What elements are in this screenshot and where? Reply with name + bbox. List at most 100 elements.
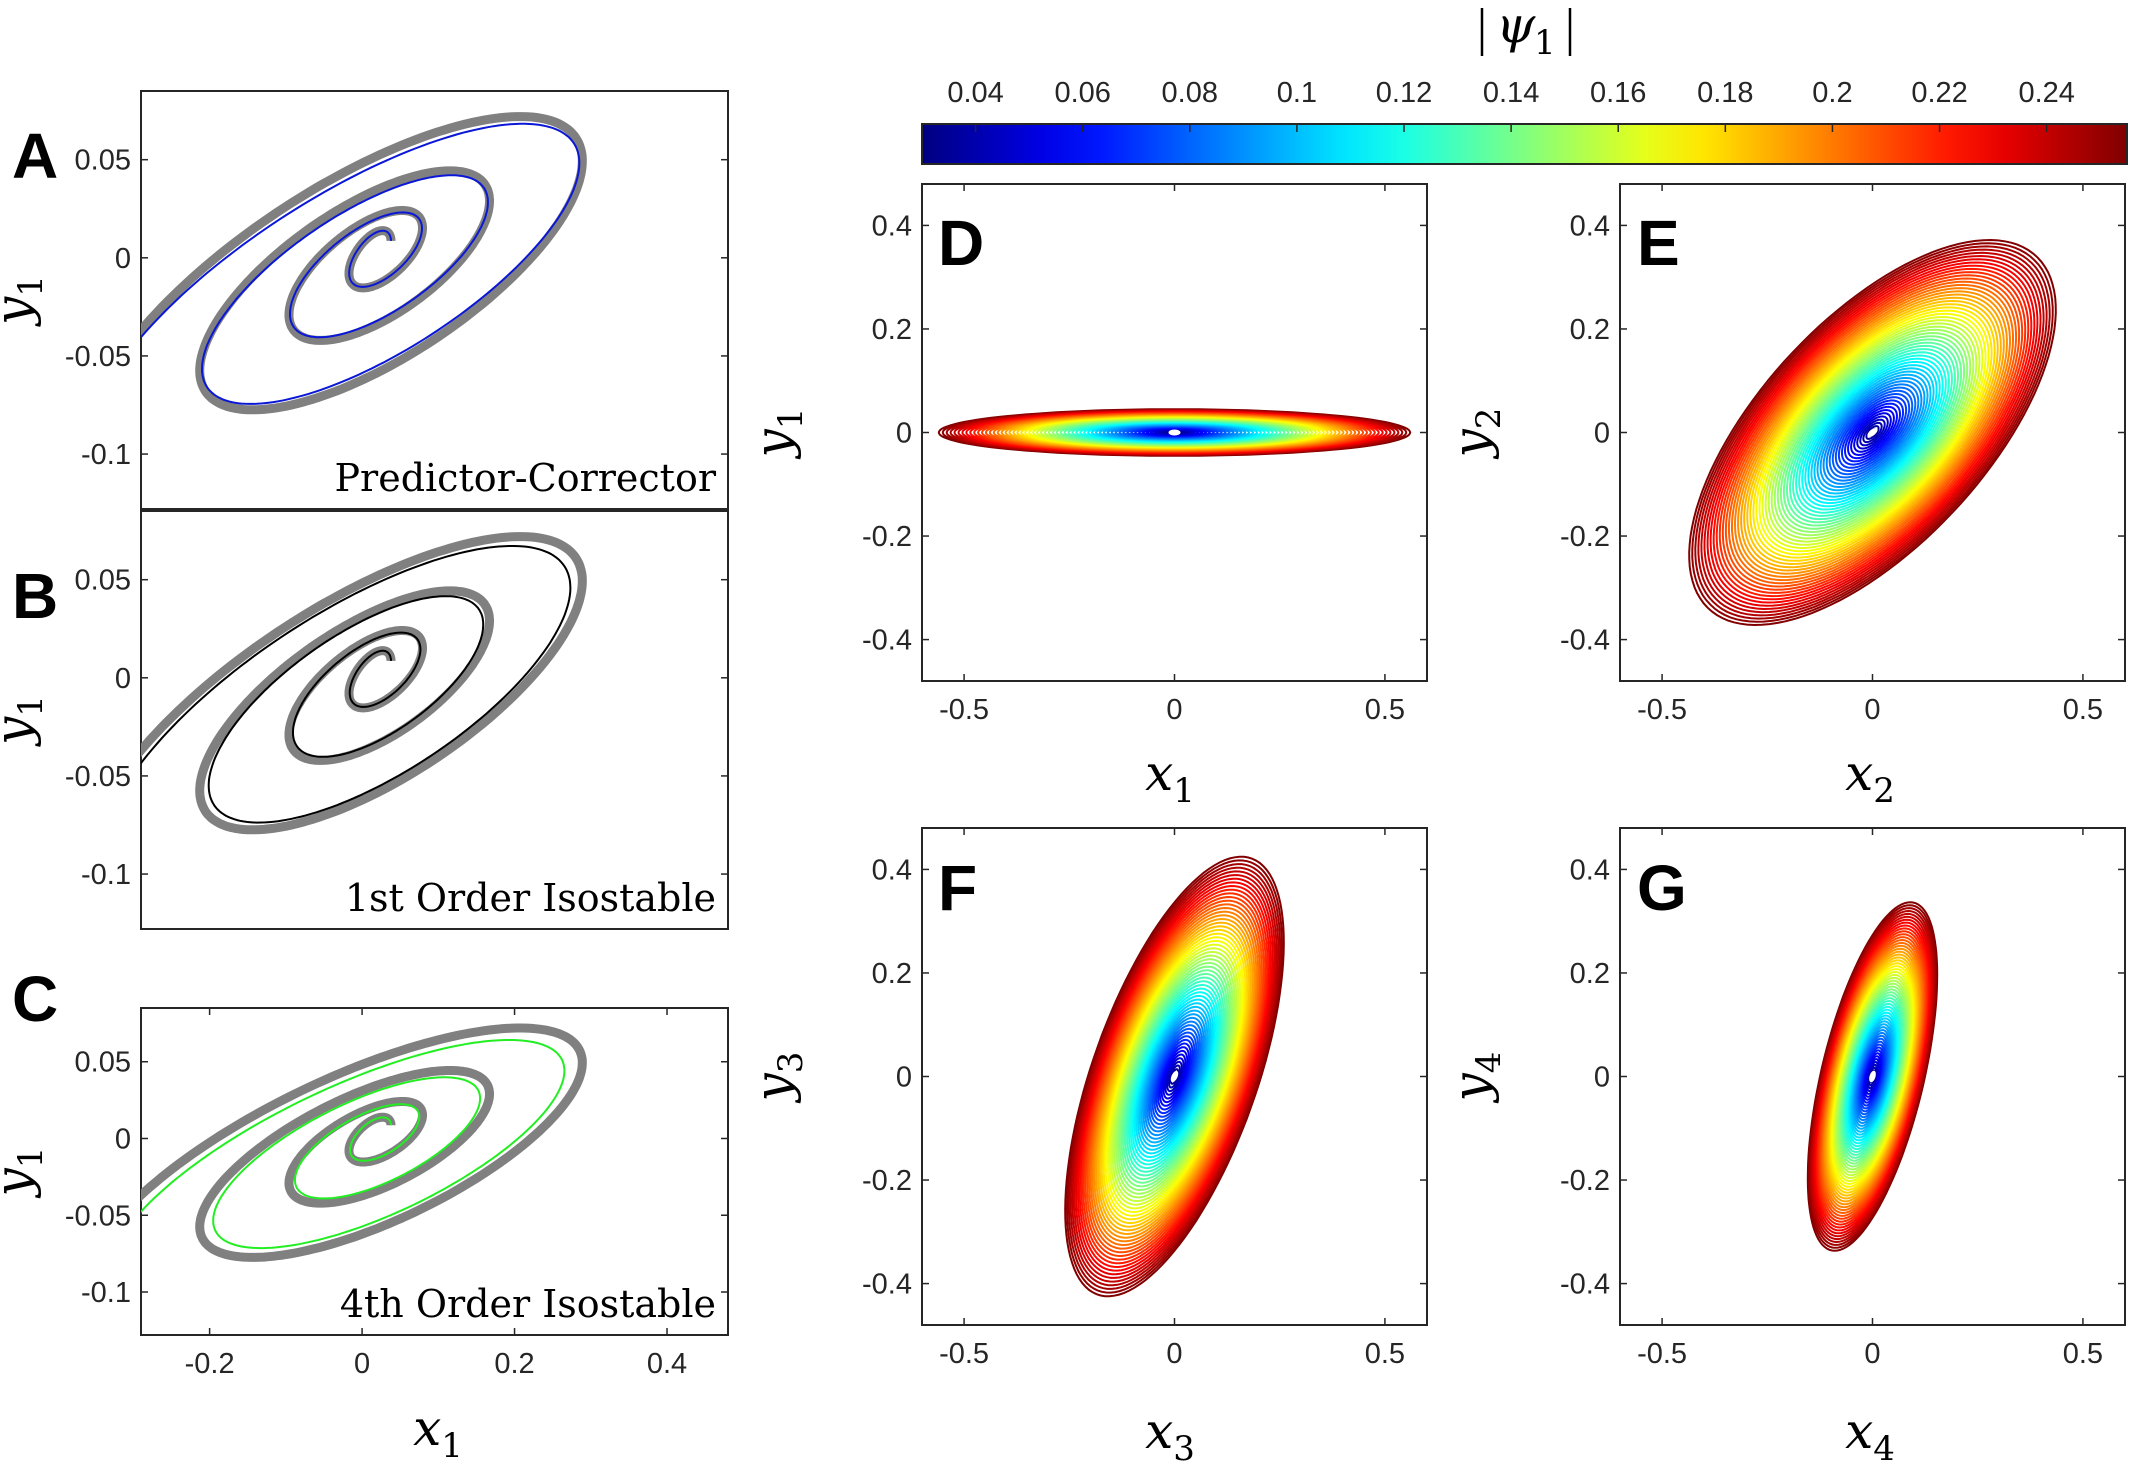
panel-letter: E	[1637, 207, 1680, 279]
y-tick-label: 0.05	[75, 565, 131, 597]
colorbar-tick-label: 0.22	[1911, 77, 1967, 109]
y-axis-subscript: 1	[11, 275, 51, 297]
y-tick-label: 0.4	[1570, 210, 1610, 242]
contour-level	[1822, 380, 1923, 485]
x-axis-label: x4	[1845, 1402, 1895, 1465]
axes-box	[140, 90, 729, 510]
contour-level	[1164, 1057, 1185, 1096]
contour-level	[1764, 319, 1981, 546]
y-tick-label: -0.05	[65, 761, 131, 793]
y-tick-label: 0.05	[75, 145, 131, 177]
contour-level	[1749, 303, 1996, 562]
y-ticks: 0.05 0 -0.05 -0.1	[65, 1047, 728, 1309]
contour-level	[1860, 1046, 1885, 1107]
contour-level	[1816, 373, 1929, 492]
contour-level	[1770, 325, 1975, 540]
contour-level	[1703, 254, 2042, 611]
x-tick-label: 0.5	[1365, 1338, 1405, 1370]
x-axis-subscript: 4	[1873, 1429, 1895, 1465]
contour-level	[1115, 958, 1234, 1195]
colorbar-tick-label: 0.04	[947, 77, 1003, 109]
x-tick-label: -0.5	[939, 694, 989, 726]
contour-level	[1844, 402, 1901, 463]
contour-level	[1157, 1042, 1192, 1111]
y-ticks: 0.4 0.2 0 -0.2 -0.4	[862, 210, 1427, 657]
contour-level	[1106, 940, 1243, 1213]
contour-level	[1837, 396, 1908, 469]
colorbar-ticks: 0.04 0.06 0.08 0.1 0.12 0.14 0.16 0.18 0.2 0.22 0.…	[947, 77, 2075, 132]
y-axis-label: y1	[0, 275, 51, 327]
colorbar-label: ψ1	[1480, 0, 1572, 63]
y-axis-subscript: 1	[11, 695, 51, 717]
y-tick-label: 0.2	[1570, 314, 1610, 346]
contour-level	[1801, 357, 1944, 508]
plot-area	[1064, 855, 1285, 1298]
panels: Predictor-Corrector0.050-0.05-0.1Ay11st …	[0, 90, 2126, 1465]
axes-box	[140, 1007, 729, 1336]
y-axis-subscript: 3	[771, 1052, 811, 1074]
colorbar-label-symbol: ψ	[1496, 0, 1536, 54]
y-axis-symbol: y	[0, 1167, 42, 1198]
panel-letter: D	[938, 207, 984, 279]
contour-level	[1834, 393, 1911, 472]
x-ticks: -0.5 0 0.5	[1637, 828, 2103, 1370]
y-tick-label: 0.2	[1570, 958, 1610, 990]
y-ticks: 0.05 0 -0.05 -0.1	[65, 565, 728, 891]
x-tick-label: 0.2	[494, 1348, 534, 1380]
contour-level	[1721, 274, 2024, 591]
contour-level	[1104, 936, 1245, 1217]
contour-level	[1067, 863, 1282, 1290]
contour-level	[1804, 360, 1941, 505]
plot-area	[141, 112, 587, 415]
contour-level	[1752, 306, 1993, 559]
contour-level	[1151, 1031, 1198, 1122]
contour-level	[1080, 888, 1269, 1265]
contour-level	[1792, 348, 1953, 517]
x-tick-label: 0	[354, 1348, 370, 1380]
colorbar-tick-label: 0.08	[1162, 77, 1218, 109]
contour-level	[1137, 1002, 1212, 1151]
y-tick-label: 0.4	[872, 854, 912, 886]
y-ticks: 0.4 0.2 0 -0.2 -0.4	[1560, 210, 2125, 657]
y-tick-label: 0	[115, 1123, 131, 1155]
contour-level	[1158, 1046, 1191, 1107]
y-axis-label: y1	[744, 408, 811, 460]
y-tick-label: -0.4	[862, 625, 912, 657]
y-axis-subscript: 1	[771, 408, 811, 430]
series-approximation	[141, 1039, 566, 1250]
panel-letter: C	[12, 963, 58, 1035]
y-tick-label: 0.2	[872, 958, 912, 990]
contour-level	[1084, 895, 1265, 1258]
panel-letter: F	[938, 852, 977, 924]
contour-level	[1795, 351, 1950, 514]
x-axis-symbol: x	[1845, 1402, 1873, 1460]
contour-level	[1128, 983, 1221, 1170]
colorbar-tick-label: 0.24	[2018, 77, 2074, 109]
x-tick-label: -0.5	[1637, 694, 1687, 726]
contour-level	[1109, 947, 1240, 1206]
contour-level	[1810, 367, 1935, 498]
y-tick-label: -0.4	[862, 1269, 912, 1301]
contour-level	[1065, 859, 1284, 1294]
fixed-point	[1869, 1070, 1876, 1083]
contour-level	[1073, 874, 1276, 1279]
contour-level	[1129, 987, 1220, 1166]
panel-letter: G	[1637, 852, 1687, 924]
contour-level	[1831, 389, 1914, 476]
contour-level	[1146, 1020, 1203, 1133]
contour-level	[1712, 264, 2033, 601]
contour-level	[1825, 383, 1920, 482]
contour-level	[1144, 1016, 1205, 1137]
colorbar-tick-label: 0.16	[1590, 77, 1646, 109]
contour-level	[1140, 1009, 1209, 1144]
contour-level	[1089, 906, 1260, 1247]
contour-level	[1148, 1024, 1201, 1129]
contour-level	[1138, 1005, 1211, 1148]
contour-level	[1133, 994, 1216, 1159]
contour-level	[1076, 881, 1273, 1272]
contour-level	[1788, 344, 1957, 521]
plot-area	[141, 532, 587, 835]
contour-level	[1096, 921, 1253, 1232]
